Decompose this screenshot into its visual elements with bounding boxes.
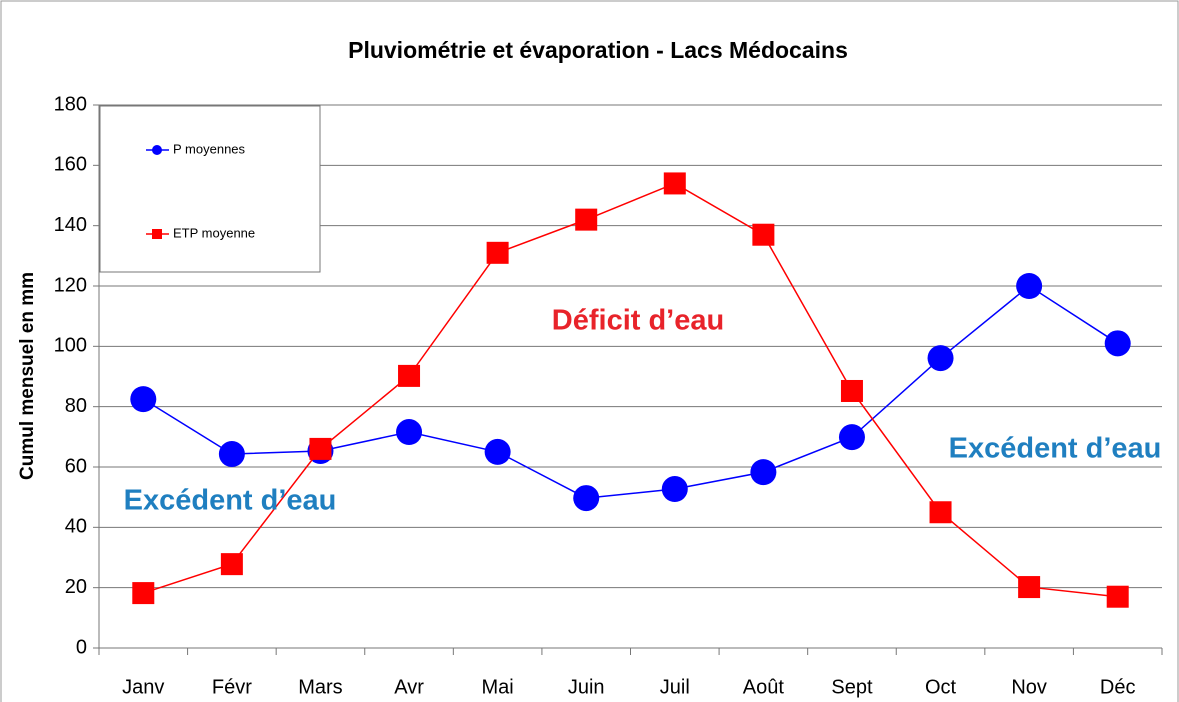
x-tick-label: Oct (925, 676, 957, 698)
x-tick-label: Déc (1100, 676, 1136, 698)
legend-label: P moyennes (173, 141, 246, 156)
point (130, 386, 157, 413)
point (396, 419, 423, 446)
y-tick-label: 140 (54, 214, 87, 236)
point (486, 241, 509, 264)
point (750, 459, 777, 486)
x-tick-label: Sept (831, 676, 873, 698)
annotation: Excédent d’eau (124, 485, 337, 517)
point (1104, 330, 1131, 357)
point (1016, 273, 1043, 299)
point (398, 364, 421, 387)
annotation: Déficit d’eau (552, 305, 724, 337)
x-tick-label: Août (743, 676, 785, 698)
y-tick-label: 120 (54, 274, 87, 296)
legend-box (99, 105, 321, 273)
legend-label: ETP moyenne (173, 225, 255, 240)
point (152, 145, 162, 155)
x-tick-label: Avr (394, 676, 424, 698)
series-line (142, 285, 1119, 499)
x-tick-label: Janv (122, 676, 164, 698)
y-tick-label: 0 (76, 636, 87, 658)
y-tick-label: 40 (65, 516, 87, 538)
y-tick-label: 80 (65, 395, 87, 417)
point (220, 553, 243, 576)
x-tick-label: Févr (212, 676, 252, 698)
point (152, 229, 162, 239)
chart-title: Pluviométrie et évaporation - Lacs Médoc… (348, 37, 848, 63)
point (573, 485, 600, 512)
y-tick-label: 100 (54, 335, 87, 357)
point (218, 441, 245, 468)
point (661, 476, 688, 503)
series-line (143, 182, 1118, 598)
x-tick-label: Juin (568, 676, 605, 698)
x-tick-label: Mai (482, 676, 514, 698)
point (1106, 585, 1129, 608)
point (663, 172, 686, 195)
point (484, 438, 511, 465)
point (575, 208, 598, 231)
point (927, 345, 954, 372)
y-tick-label: 20 (65, 576, 87, 598)
point (752, 223, 775, 246)
y-tick-label: 60 (65, 455, 87, 477)
point (309, 437, 332, 460)
point (929, 501, 952, 524)
point (132, 582, 155, 605)
point (840, 379, 863, 402)
y-axis-label: Cumul mensuel en mm (17, 272, 38, 480)
point (1018, 576, 1041, 599)
y-tick-label: 180 (54, 93, 87, 115)
y-tick-label: 160 (54, 154, 87, 176)
x-tick-label: Juil (660, 676, 690, 698)
point (838, 424, 865, 451)
x-tick-label: Nov (1011, 676, 1047, 698)
x-tick-label: Mars (298, 676, 342, 698)
annotation: Excédent d’eau (949, 433, 1162, 465)
